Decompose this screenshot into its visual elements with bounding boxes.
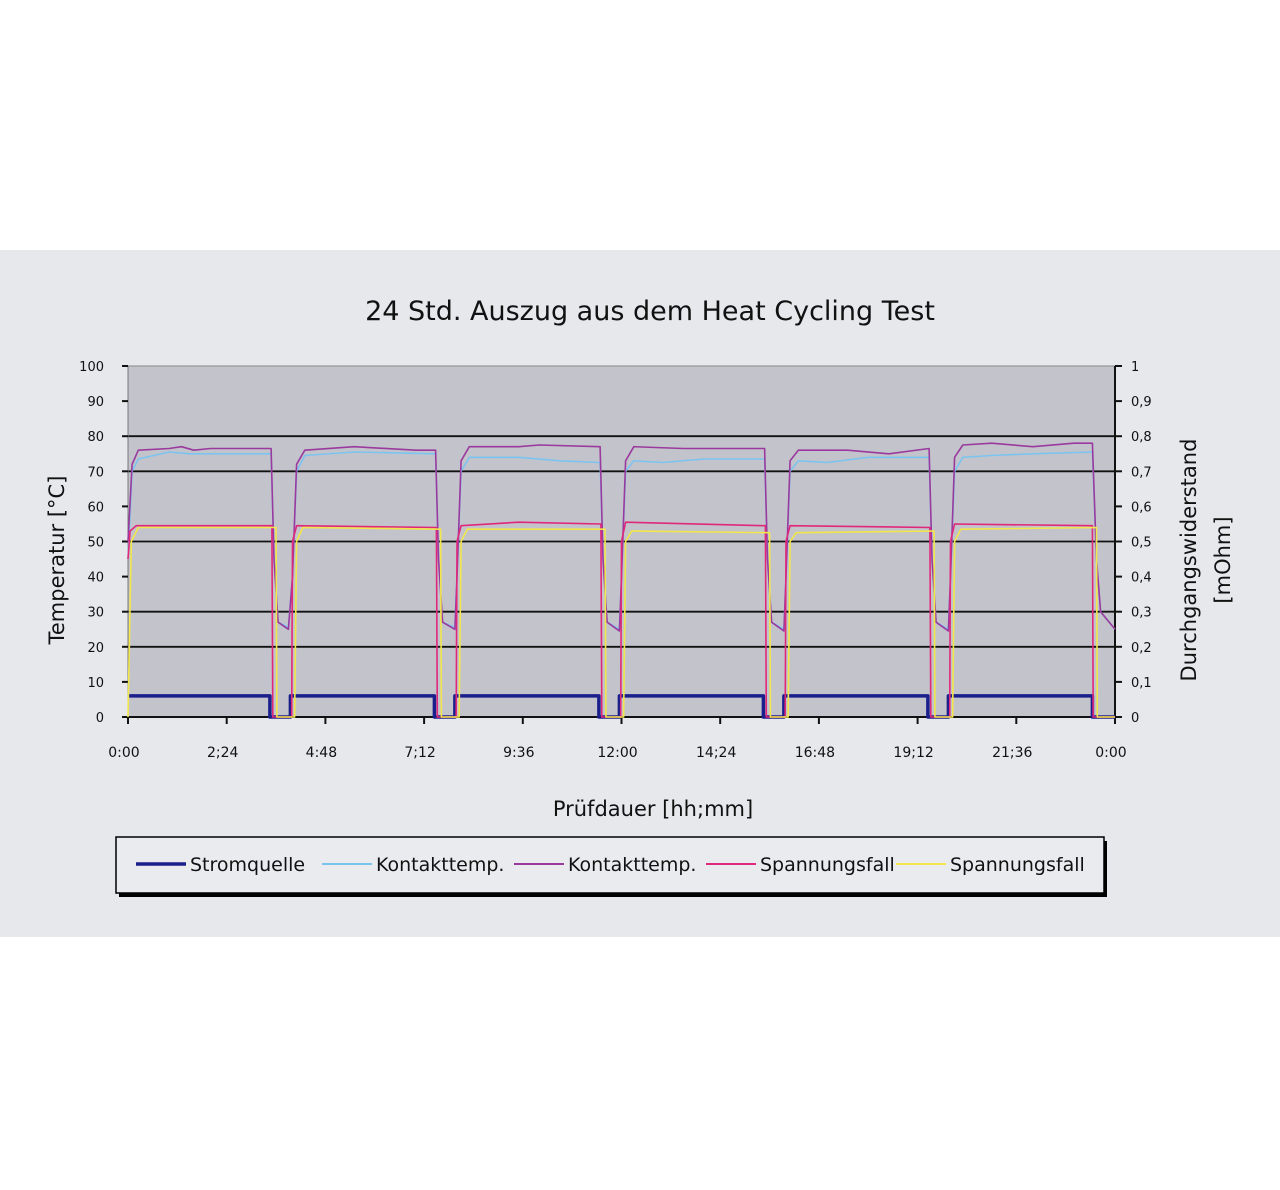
- y-tick-label: 0: [96, 711, 104, 726]
- series-line-spannungsfall-4: [127, 526, 1115, 718]
- x-tick-label: 16:48: [795, 745, 835, 761]
- chart-title: 24 Std. Auszug aus dem Heat Cycling Test: [365, 296, 935, 327]
- x-tick-label: 9:36: [503, 745, 535, 761]
- x-tick-label: 19;12: [893, 745, 933, 761]
- x-tick-label: 2;24: [207, 745, 239, 761]
- y2-tick-label: 0,7: [1131, 465, 1152, 480]
- y2-tick-label: 0,6: [1131, 500, 1152, 515]
- y2-tick-label: 1: [1131, 360, 1139, 375]
- y2-axis-title-line1: Durchgangswiderstand: [1177, 439, 1201, 682]
- y-tick-label: 50: [87, 536, 104, 551]
- legend-label: Kontakttemp.: [568, 854, 696, 876]
- y-tick-label: 20: [87, 641, 104, 656]
- legend-label: Spannungsfall: [950, 854, 1085, 876]
- x-tick-label: 0:00: [108, 745, 139, 761]
- x-tick-label: 4:48: [306, 745, 337, 761]
- y-axis-title: Temperatur [°C]: [45, 476, 69, 646]
- x-tick-label: 7;12: [404, 745, 435, 761]
- y-tick-label: 10: [87, 676, 104, 691]
- y-tick-label: 60: [87, 500, 104, 515]
- series-line-stromquelle-0: [128, 694, 1115, 719]
- y2-tick-label: 0,1: [1131, 676, 1152, 691]
- legend: Stromquelle Kontakttemp. Kontakttemp. Spann…: [115, 836, 1107, 897]
- y2-tick-label: 0: [1131, 711, 1139, 726]
- y-tick-label: 80: [87, 430, 104, 445]
- x-axis-title: Prüfdauer [hh;mm]: [553, 797, 753, 821]
- y2-tick-label: 0,2: [1131, 641, 1152, 656]
- y2-tick-label: 0,8: [1131, 430, 1152, 445]
- y-tick-label: 90: [87, 395, 104, 410]
- x-tick-label: 14;24: [696, 745, 736, 761]
- y2-tick-label: 0,3: [1131, 606, 1152, 621]
- y2-tick-label: 0,5: [1131, 536, 1152, 551]
- legend-label: Spannungsfall: [760, 854, 895, 876]
- legend-label: Kontakttemp.: [376, 854, 504, 876]
- y2-axis-title-line2: [mOhm]: [1211, 516, 1235, 603]
- x-tick-label: 0:00: [1095, 745, 1126, 761]
- y-tick-label: 30: [87, 606, 104, 621]
- y2-tick-label: 0,9: [1131, 395, 1152, 410]
- y-tick-label: 100: [79, 360, 104, 375]
- legend-label: Stromquelle: [190, 854, 305, 876]
- x-tick-label: 21;36: [992, 745, 1032, 761]
- y-tick-label: 40: [87, 571, 104, 586]
- y-tick-label: 70: [87, 465, 104, 480]
- y2-tick-label: 0,4: [1131, 571, 1152, 586]
- x-tick-label: 12:00: [597, 745, 637, 761]
